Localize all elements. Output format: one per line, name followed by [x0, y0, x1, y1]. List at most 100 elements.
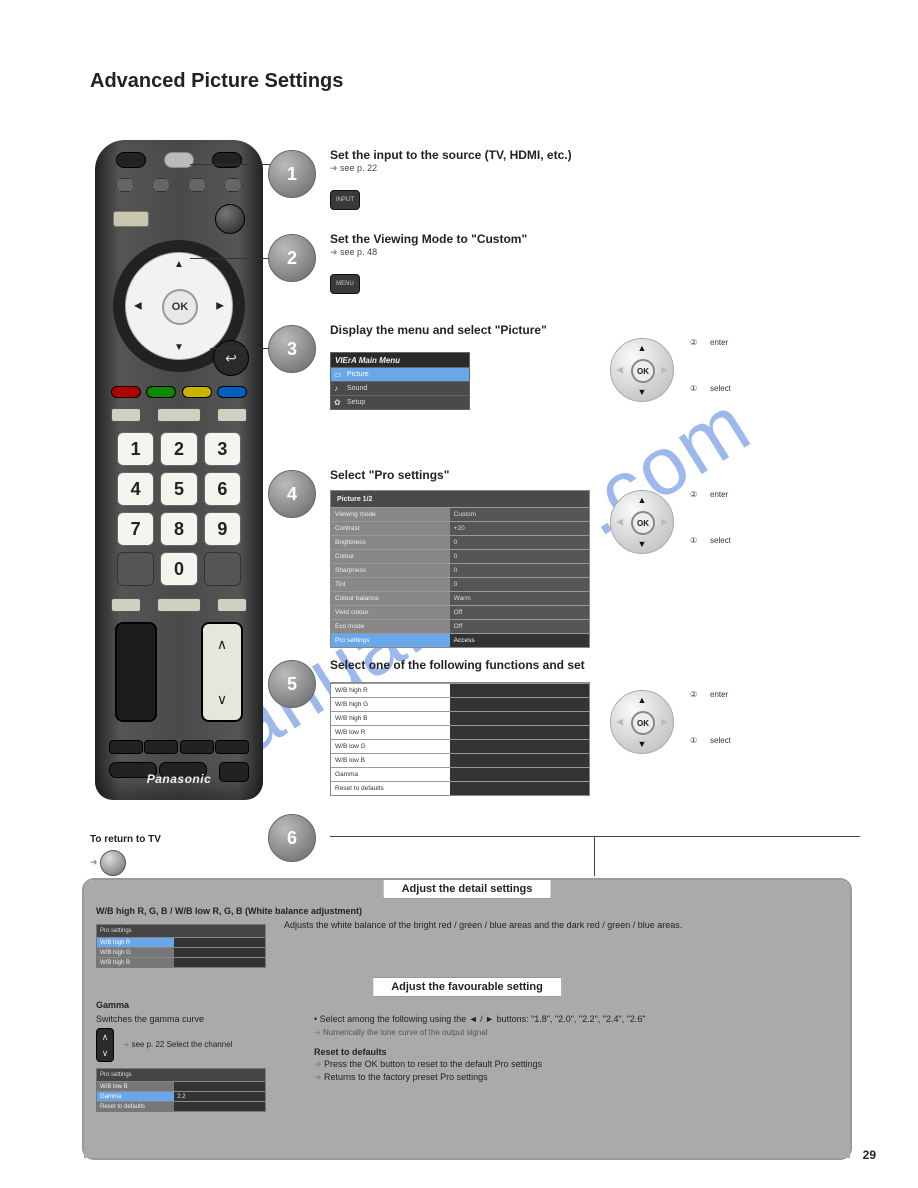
remote-circle-btn[interactable] [215, 204, 245, 234]
row-label: Pro settings [331, 634, 450, 647]
step-3-bubble: 3 [268, 325, 316, 373]
okpad-select-label: select [710, 384, 731, 393]
okpad-select-label: select [710, 536, 731, 545]
numkey-8[interactable]: 8 [160, 512, 197, 546]
remote-menu-btn[interactable] [113, 211, 149, 227]
viera-menu-item[interactable]: ♪Sound [331, 381, 469, 395]
table-row[interactable]: Contrast+20 [331, 521, 589, 535]
viera-menu-item[interactable]: ▭Picture [331, 367, 469, 381]
numkey-blank[interactable] [117, 552, 154, 586]
mini-header: Pro settings [97, 1069, 265, 1081]
remote-btn[interactable] [215, 740, 249, 754]
table-row[interactable]: Tint0 [331, 577, 589, 591]
step-5-title: Select one of the following functions an… [330, 658, 690, 672]
right-icon: ▶ [661, 717, 668, 728]
table-row[interactable]: Eco modeOff [331, 619, 589, 633]
color-yellow-btn[interactable] [182, 386, 212, 398]
body-2a: Gamma [96, 1000, 838, 1010]
remote-btn[interactable] [111, 598, 141, 612]
remote-btn[interactable] [116, 152, 146, 168]
remote-top-row [95, 152, 263, 168]
ok-center-btn[interactable]: OK [631, 511, 655, 535]
numkey-5[interactable]: 5 [160, 472, 197, 506]
row-value: Custom [450, 508, 589, 521]
menu-item-label: Setup [347, 399, 365, 406]
marker-1: ① [690, 536, 697, 545]
numkey-4[interactable]: 4 [117, 472, 154, 506]
row-value: 0 [450, 564, 589, 577]
color-blue-btn[interactable] [217, 386, 247, 398]
remote-btn[interactable] [144, 740, 178, 754]
numkey-2[interactable]: 2 [160, 432, 197, 466]
table-row[interactable]: Brightness0 [331, 535, 589, 549]
dpad-left-icon: ◀ [134, 301, 142, 312]
okpad-enter-label: enter [710, 490, 728, 499]
okpad-select-label: select [710, 736, 731, 745]
numkey-6[interactable]: 6 [204, 472, 241, 506]
row-label: W/B low B [331, 754, 450, 767]
marker-1: ① [690, 384, 697, 393]
table-row[interactable]: Pro settingsAccess [331, 633, 589, 647]
back-button[interactable]: ↩ [213, 340, 249, 376]
channel-rocker[interactable]: ∧ ∨ [201, 622, 243, 722]
table-row[interactable]: Colour balanceWarm [331, 591, 589, 605]
body-2c: see p. 22 Select the channel [123, 1040, 233, 1049]
okpad-ring[interactable]: ▲ ▼ ◀ ▶ OK [610, 690, 674, 754]
table-row[interactable]: Vivid colourOff [331, 605, 589, 619]
dpad-face[interactable]: ▲ ▼ ◀ ▶ OK [125, 252, 233, 360]
table-row[interactable]: Colour0 [331, 549, 589, 563]
table-row[interactable]: W/B low R [331, 725, 589, 739]
row-value [450, 684, 589, 697]
viera-menu-item[interactable]: ✿Setup [331, 395, 469, 409]
step-1-title: Set the input to the source (TV, HDMI, e… [330, 148, 750, 162]
remote-btn[interactable] [157, 408, 201, 422]
ok-center-btn[interactable]: OK [631, 359, 655, 383]
table-row[interactable]: Gamma [331, 767, 589, 781]
table-row[interactable]: W/B high B [331, 711, 589, 725]
table-row[interactable]: Reset to defaults [331, 781, 589, 795]
table-row[interactable]: W/B low B [331, 753, 589, 767]
remote-hex-btn[interactable] [116, 178, 134, 192]
viera-menu-header: VIErA Main Menu [331, 353, 469, 367]
color-red-btn[interactable] [111, 386, 141, 398]
table-row[interactable]: W/B high G [331, 697, 589, 711]
remote-btn[interactable] [217, 598, 247, 612]
table-row: W/B high R [97, 937, 265, 947]
remote-btn[interactable] [111, 408, 141, 422]
remote-row [95, 204, 263, 234]
dpad-ok-btn[interactable]: OK [162, 289, 198, 325]
left-icon: ◀ [616, 717, 623, 728]
table-row[interactable]: Sharpness0 [331, 563, 589, 577]
ok-center-btn[interactable]: OK [631, 711, 655, 735]
okpad-ring[interactable]: ▲ ▼ ◀ ▶ OK [610, 490, 674, 554]
table-row: Gamma2.2 [97, 1091, 265, 1101]
row-label: Vivid colour [331, 606, 450, 619]
remote-hex-btn[interactable] [224, 178, 242, 192]
remote-btn[interactable] [109, 740, 143, 754]
table-row: W/B low B [97, 1081, 265, 1091]
numkey-7[interactable]: 7 [117, 512, 154, 546]
table-row[interactable]: W/B high R [331, 683, 589, 697]
numkey-0[interactable]: 0 [160, 552, 197, 586]
table-row[interactable]: Viewing modeCustom [331, 507, 589, 521]
remote-btn[interactable] [217, 408, 247, 422]
body-1b: Adjusts the white balance of the bright … [284, 920, 838, 930]
numkey-1[interactable]: 1 [117, 432, 154, 466]
remote-hex-btn[interactable] [152, 178, 170, 192]
numkey-blank[interactable] [204, 552, 241, 586]
remote-btn[interactable] [157, 598, 201, 612]
okpad-ring[interactable]: ▲ ▼ ◀ ▶ OK [610, 338, 674, 402]
okpad-4: ▲ ▼ ◀ ▶ OK [610, 490, 674, 554]
exit-button-icon[interactable] [100, 850, 126, 876]
numkey-3[interactable]: 3 [204, 432, 241, 466]
color-green-btn[interactable] [146, 386, 176, 398]
left-icon: ◀ [616, 517, 623, 528]
remote-btn-input[interactable] [164, 152, 194, 168]
table-row[interactable]: W/B low G [331, 739, 589, 753]
volume-rocker[interactable] [115, 622, 157, 722]
remote-hex-btn[interactable] [188, 178, 206, 192]
return-note [90, 850, 126, 876]
remote-btn[interactable] [180, 740, 214, 754]
remote-btn[interactable] [212, 152, 242, 168]
numkey-9[interactable]: 9 [204, 512, 241, 546]
